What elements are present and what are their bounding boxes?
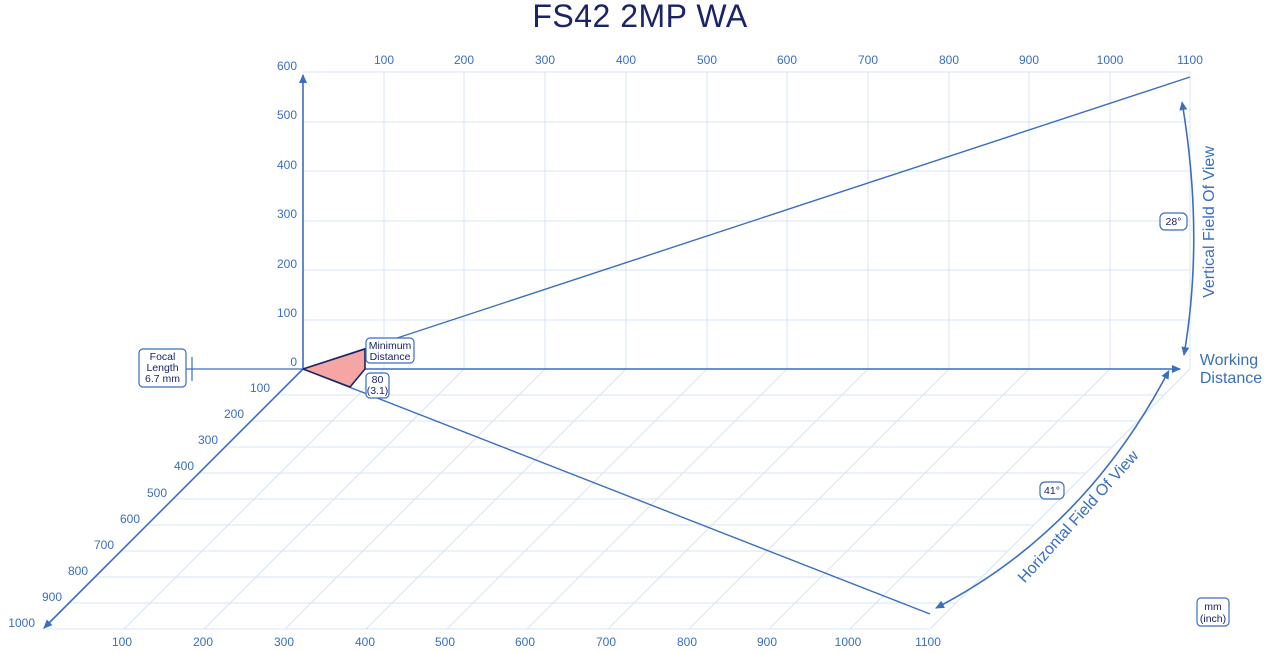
top-tick: 1100: [1177, 53, 1203, 67]
vertical-tick: 400: [277, 158, 297, 172]
vfov-label: Vertical Field Of View: [1201, 146, 1218, 298]
bottom-tick: 200: [193, 635, 213, 649]
top-tick: 300: [535, 53, 555, 67]
bottom-tick: 300: [274, 635, 294, 649]
bottom-tick: 100: [112, 635, 132, 649]
top-tick: 500: [697, 53, 717, 67]
bottom-tick: 1100: [915, 635, 941, 649]
depth-tick: 700: [94, 538, 114, 552]
units-box: mm (inch): [1196, 597, 1230, 627]
depth-tick: 900: [42, 590, 62, 604]
vfov-angle-box: 28°: [1159, 212, 1188, 231]
bottom-tick: 1000: [835, 635, 862, 649]
top-tick: 900: [1019, 53, 1039, 67]
vfov-arc: [1179, 101, 1195, 356]
hfov-arc: [935, 369, 1170, 609]
hfov-label: Horizontal Field Of View: [1015, 447, 1143, 586]
minimum-distance-value-box: 80 (3.1): [365, 372, 390, 399]
depth-tick: 100: [250, 381, 270, 395]
top-tick: 200: [454, 53, 474, 67]
vertical-tick: 0: [290, 355, 297, 369]
focal-label-line1: Focal: [150, 351, 176, 363]
hfov-ray: [302, 368, 931, 615]
minimum-distance-box: Minimum Distance: [365, 337, 415, 364]
depth-tick: 600: [120, 512, 140, 526]
top-tick: 100: [374, 53, 394, 67]
min-distance-line2: Distance: [370, 351, 411, 363]
focal-label-line2: Length: [146, 362, 178, 374]
vertical-tick: 200: [277, 257, 297, 271]
vertical-tick: 300: [277, 207, 297, 221]
bottom-tick: 700: [596, 635, 616, 649]
top-tick: 1000: [1097, 53, 1124, 67]
focal-value: 6.7 mm: [145, 373, 180, 385]
depth-tick: 800: [68, 564, 88, 578]
depth-axis: [43, 368, 304, 629]
min-distance-mm: 80: [372, 374, 384, 386]
bottom-tick: 800: [677, 635, 697, 649]
bottom-tick: 600: [515, 635, 535, 649]
floor-plane-grid: [43, 368, 1191, 630]
vertical-tick: 600: [277, 59, 297, 73]
depth-tick: 400: [174, 459, 194, 473]
depth-tick: 1000: [8, 616, 35, 630]
working-distance-line1: Working: [1200, 352, 1258, 369]
vfov-angle: 28°: [1166, 216, 1182, 228]
top-tick: 700: [858, 53, 878, 67]
hfov-angle: 41°: [1044, 485, 1060, 497]
depth-tick: 200: [224, 407, 244, 421]
working-distance-line2: Distance: [1200, 370, 1262, 387]
top-tick: 800: [939, 53, 959, 67]
chart-title: FS42 2MP WA: [532, 0, 748, 34]
bottom-tick: 500: [435, 635, 455, 649]
bottom-tick: 900: [757, 635, 777, 649]
depth-tick: 300: [198, 433, 218, 447]
top-tick: 600: [777, 53, 797, 67]
vertical-tick: 500: [277, 108, 297, 122]
units-inch: (inch): [1200, 613, 1226, 625]
top-tick: 400: [616, 53, 636, 67]
focal-length-box: Focal Length 6.7 mm: [138, 348, 187, 388]
hfov-angle-box: 41°: [1039, 481, 1065, 500]
units-mm: mm: [1204, 601, 1222, 613]
min-distance-line1: Minimum: [369, 340, 412, 352]
vfov-ray: [302, 76, 1191, 370]
depth-tick: 500: [147, 486, 167, 500]
vertical-tick: 100: [277, 306, 297, 320]
min-distance-inch: (3.1): [367, 385, 389, 397]
vertical-plane-grid: [303, 71, 1191, 369]
minimum-distance-region: [300, 347, 366, 388]
bottom-tick: 400: [355, 635, 375, 649]
